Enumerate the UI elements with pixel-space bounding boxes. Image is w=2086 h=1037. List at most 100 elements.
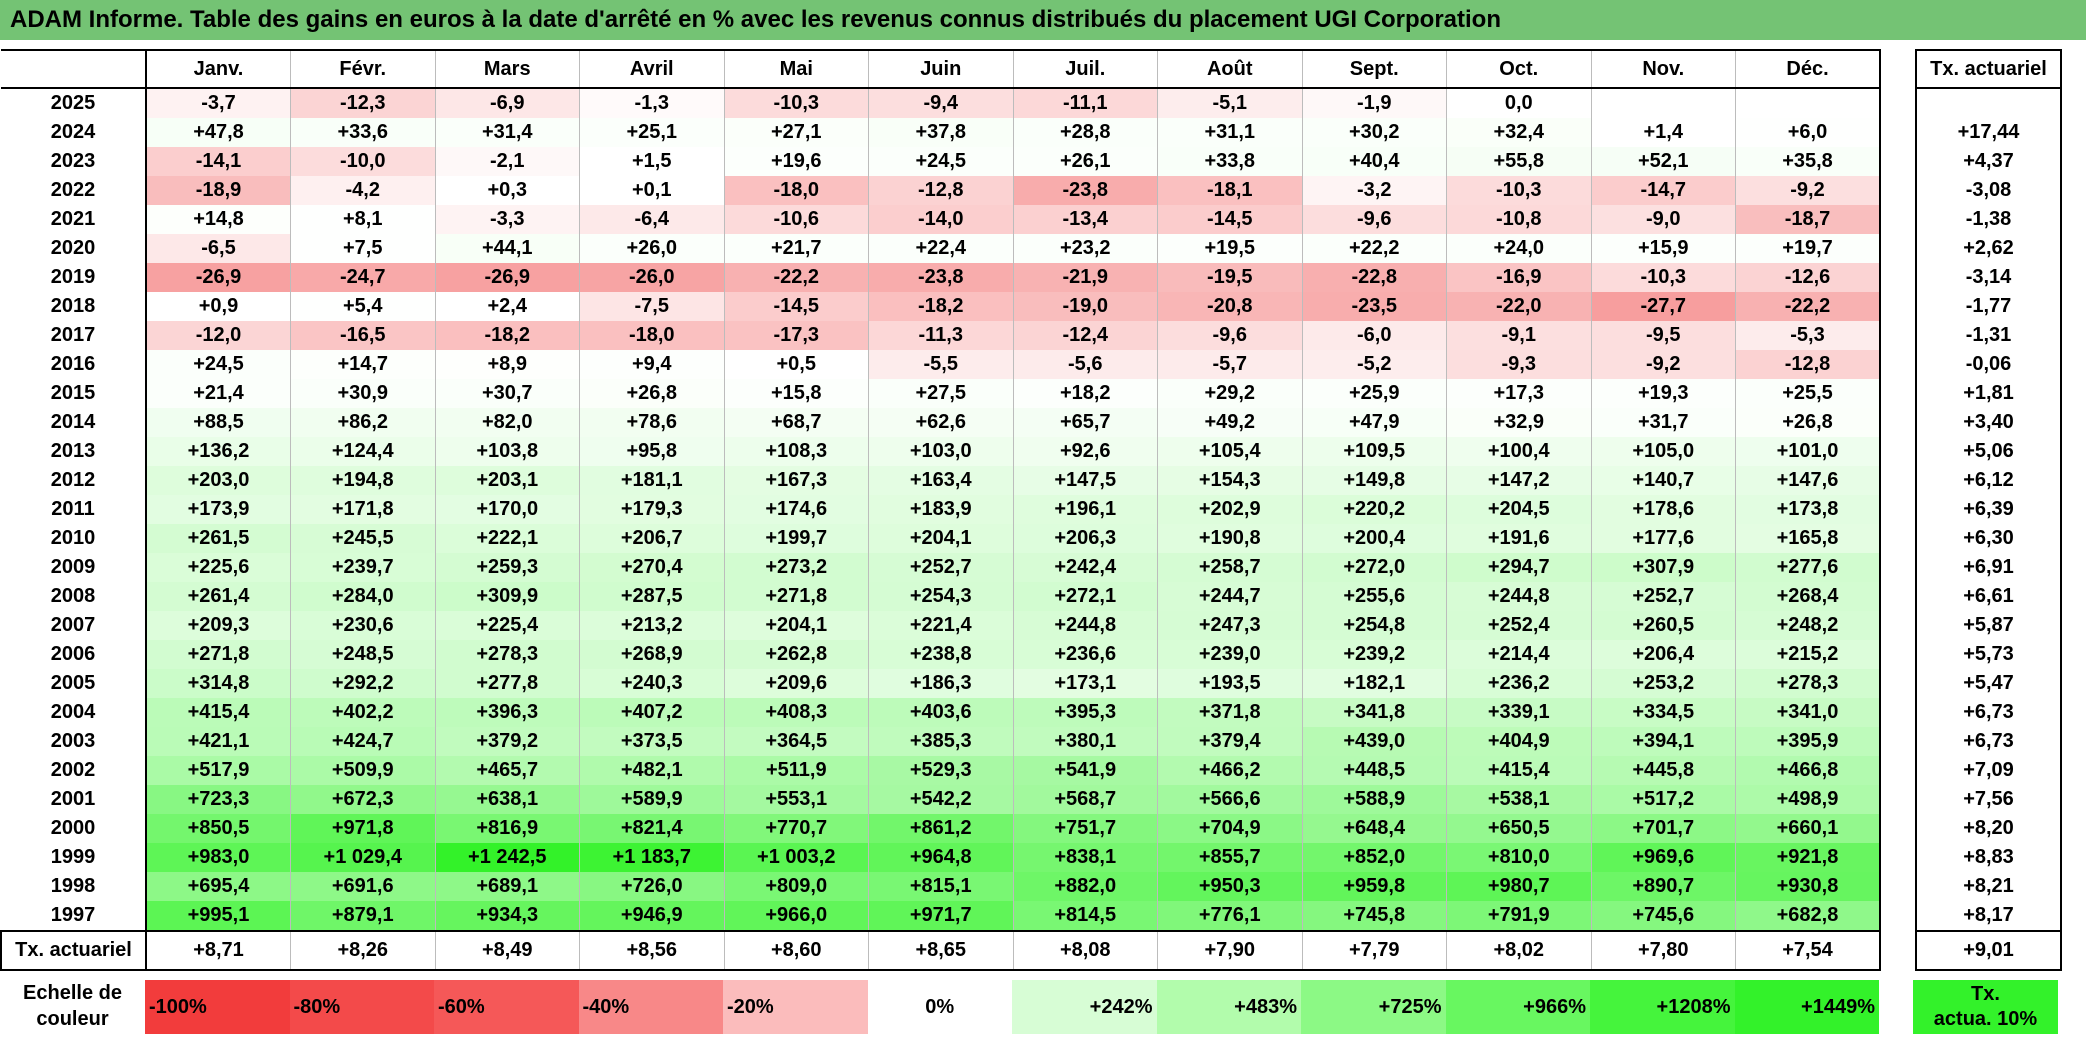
year-label: 2021 xyxy=(50,208,96,230)
year-label: 1998 xyxy=(50,875,96,897)
footer-rate-cell: +8,49 xyxy=(434,930,580,971)
gain-cell: +15,9 xyxy=(1590,234,1736,263)
footer-rate-cell: +8,02 xyxy=(1446,930,1591,971)
gain-cell: -6,4 xyxy=(579,205,724,234)
year-label: 2004 xyxy=(50,701,96,723)
rate-cell: +1,81 xyxy=(1915,379,2062,408)
column-gap xyxy=(1880,611,1916,640)
gain-cell: +35,8 xyxy=(1735,147,1881,176)
gain-cell: -5,2 xyxy=(1301,350,1447,379)
gain-cell: +209,3 xyxy=(145,611,291,640)
gain-cell: +183,9 xyxy=(868,495,1013,524)
year-row: 2015 +21,4 +30,9 +30,7 +26,8 +15,8 +27,5 +18,2 +… xyxy=(1,379,2062,408)
year-label: 2024 xyxy=(50,121,96,143)
gain-cell: +971,7 xyxy=(868,901,1013,931)
gain-cell: +163,4 xyxy=(868,466,1013,495)
rate-cell: +6,73 xyxy=(1915,698,2062,727)
gain-cell: -13,4 xyxy=(1012,205,1158,234)
gain-cell: -12,6 xyxy=(1735,263,1881,292)
scale-swatch: -20% xyxy=(723,980,868,1034)
gain-cell: -5,7 xyxy=(1157,350,1302,379)
gain-cell: -18,1 xyxy=(1157,176,1302,205)
gain-cell: +178,6 xyxy=(1590,495,1736,524)
gain-cell: +252,4 xyxy=(1446,611,1591,640)
gain-cell: +682,8 xyxy=(1735,901,1881,931)
gain-cell: -2,1 xyxy=(434,147,580,176)
year-label: 2010 xyxy=(50,527,96,549)
column-gap xyxy=(1880,408,1916,437)
gain-cell: +24,5 xyxy=(868,147,1013,176)
gain-cell: +995,1 xyxy=(145,901,291,931)
year-label: 2011 xyxy=(51,498,95,520)
rate-cell: +8,20 xyxy=(1915,814,2062,843)
gain-cell: +165,8 xyxy=(1735,524,1881,553)
gain-cell: -19,0 xyxy=(1012,292,1158,321)
year-label: 2020 xyxy=(50,237,96,259)
year-row: 2002 +517,9 +509,9 +465,7 +482,1 +511,9 +529,3… xyxy=(1,756,2062,785)
gain-cell: +225,6 xyxy=(145,553,291,582)
gain-cell: +26,0 xyxy=(579,234,724,263)
gain-cell: +236,6 xyxy=(1012,640,1158,669)
gain-cell: +421,1 xyxy=(145,727,291,756)
gain-cell: +105,0 xyxy=(1590,437,1736,466)
gain-cell: +244,8 xyxy=(1446,582,1591,611)
gain-cell: -12,8 xyxy=(868,176,1013,205)
column-gap xyxy=(1880,205,1916,234)
gain-cell: +221,4 xyxy=(868,611,1013,640)
rate-cell: +5,87 xyxy=(1915,611,2062,640)
gain-cell: +385,3 xyxy=(868,727,1013,756)
gain-cell: +946,9 xyxy=(579,901,724,931)
gain-cell: +408,3 xyxy=(723,698,869,727)
month-header-5: Mai xyxy=(723,49,869,89)
gain-cell: +26,1 xyxy=(1012,147,1158,176)
color-scale: Echelle de couleur -100% -80% -60% -40% -20%… xyxy=(0,980,2086,1034)
gain-cell: -3,7 xyxy=(145,87,291,118)
footer-rate-cell: +8,65 xyxy=(868,930,1013,971)
year-row: 2006 +271,8 +248,5 +278,3 +268,9 +262,8 +238,8… xyxy=(1,640,2062,669)
year-label: 2014 xyxy=(50,411,96,433)
gain-cell: +379,2 xyxy=(434,727,580,756)
gain-cell: +638,1 xyxy=(434,785,580,814)
gain-cell: +252,7 xyxy=(868,553,1013,582)
rate-cell: +6,91 xyxy=(1915,553,2062,582)
gain-cell: -18,7 xyxy=(1735,205,1881,234)
gain-cell: -26,0 xyxy=(579,263,724,292)
gain-cell: -5,1 xyxy=(1157,88,1302,118)
gain-cell: +810,0 xyxy=(1446,843,1591,872)
gain-cell: +950,3 xyxy=(1157,872,1302,901)
rate-cell: +6,39 xyxy=(1915,495,2062,524)
gain-cell: +245,5 xyxy=(290,524,435,553)
gain-cell: +78,6 xyxy=(579,408,724,437)
year-label: 2008 xyxy=(50,585,96,607)
footer-rate-cell: +8,60 xyxy=(723,930,869,971)
gain-cell: -6,9 xyxy=(434,88,580,118)
scale-rate-swatch: Tx. actua. 10% xyxy=(1913,980,2058,1034)
column-gap xyxy=(1880,785,1916,814)
gain-cell: -9,2 xyxy=(1590,350,1736,379)
year-label: 2003 xyxy=(50,730,96,752)
month-header-4: Avril xyxy=(579,49,724,89)
gain-cell: +209,6 xyxy=(723,669,869,698)
gain-cell: +704,9 xyxy=(1157,814,1302,843)
gain-cell: +220,2 xyxy=(1301,495,1447,524)
year-row: 2000 +850,5 +971,8 +816,9 +821,4 +770,7 +861,2… xyxy=(1,814,2062,843)
gain-cell: -18,9 xyxy=(145,176,291,205)
gain-cell: +206,3 xyxy=(1012,524,1158,553)
gain-cell: +252,7 xyxy=(1590,582,1736,611)
gain-cell: -23,8 xyxy=(1012,176,1158,205)
gain-cell: +255,6 xyxy=(1301,582,1447,611)
rate-cell: -1,31 xyxy=(1915,321,2062,350)
gain-cell: +15,8 xyxy=(723,379,869,408)
gain-cell: +33,6 xyxy=(290,118,435,147)
gain-cell: -11,3 xyxy=(868,321,1013,350)
gain-cell: +809,0 xyxy=(723,872,869,901)
gain-cell: +174,6 xyxy=(723,495,869,524)
column-gap xyxy=(1880,814,1916,843)
gain-cell: -12,0 xyxy=(145,321,291,350)
footer-rate-cell: +7,54 xyxy=(1735,930,1881,971)
gain-cell: +31,4 xyxy=(434,118,580,147)
gain-cell: +14,8 xyxy=(145,205,291,234)
gain-cell: +964,8 xyxy=(868,843,1013,872)
gain-cell: +695,4 xyxy=(145,872,291,901)
year-row: 2003 +421,1 +424,7 +379,2 +373,5 +364,5 +385,3… xyxy=(1,727,2062,756)
